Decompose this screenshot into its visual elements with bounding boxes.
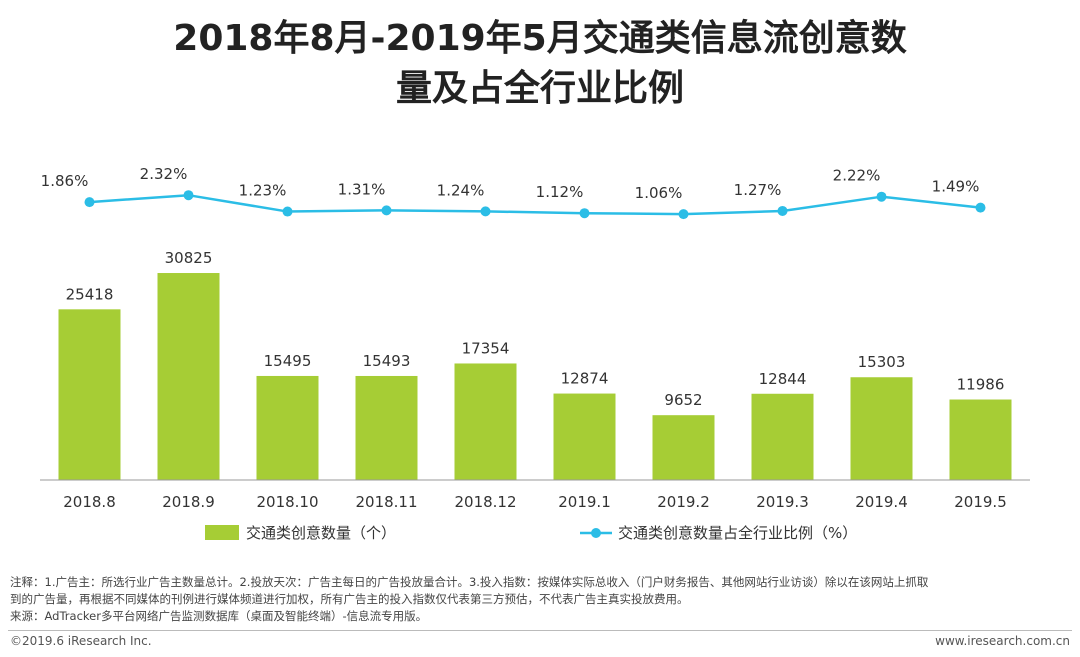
bar-value-label: 12844 <box>759 370 807 388</box>
legend-bar-swatch <box>205 525 239 540</box>
line-value-label: 2.32% <box>140 165 188 183</box>
line-value-label: 1.31% <box>338 180 386 198</box>
bar-value-label: 9652 <box>664 391 702 409</box>
bar-value-label: 30825 <box>165 249 213 267</box>
bar-value-label: 11986 <box>957 376 1005 394</box>
bar-value-label: 25418 <box>66 285 114 303</box>
bar-value-label: 15303 <box>858 353 906 371</box>
footnote-2: 到的广告量，再根据不同媒体的刊例进行媒体频道进行加权，所有广告主的投入指数仅代表… <box>10 592 689 606</box>
line-path <box>89 193 981 216</box>
bar <box>157 273 220 480</box>
line-value-label: 2.22% <box>833 167 881 185</box>
legend-line-label: 交通类创意数量占全行业比例（%） <box>618 524 857 542</box>
line-series: 1.86% 2.32% 1.23% 1.31% 1.24% 1.12% 1.06% 1.27%… <box>41 165 986 220</box>
source-note: 来源：AdTracker多平台网络广告监测数据库（桌面及智能终端）-信息流专用版… <box>10 609 428 623</box>
x-tick-label: 2018.11 <box>355 493 417 511</box>
footnote-1: 注释：1.广告主：所选行业广告主数量总计。2.投放天次：广告主每日的广告投放量合… <box>10 575 929 589</box>
line-point <box>876 191 887 202</box>
line-value-label: 1.23% <box>239 182 287 200</box>
x-tick-label: 2018.9 <box>162 493 215 511</box>
bar <box>751 393 814 480</box>
line-point <box>777 205 788 216</box>
x-tick-label: 2019.1 <box>558 493 611 511</box>
bar-value-label: 15495 <box>264 352 312 370</box>
legend-bar-label: 交通类创意数量（个） <box>246 524 396 542</box>
bar-series: 25418 30825 15495 15493 17354 12874 9652 12844 1… <box>58 249 1012 480</box>
x-tick-label: 2018.10 <box>256 493 318 511</box>
chart-title-line2: 量及占全行业比例 <box>395 68 684 109</box>
chart-title-line1: 2018年8月-2019年5月交通类信息流创意数 <box>173 18 907 59</box>
line-point <box>579 208 590 219</box>
x-tick-label: 2019.5 <box>954 493 1007 511</box>
x-tick-label: 2019.3 <box>756 493 809 511</box>
bar <box>652 415 715 480</box>
line-point <box>84 197 95 208</box>
x-tick-label: 2019.4 <box>855 493 908 511</box>
line-point <box>381 205 392 216</box>
line-value-label: 1.27% <box>734 181 782 199</box>
line-point <box>975 202 986 213</box>
bar <box>553 393 616 480</box>
chart-title: 2018年8月-2019年5月交通类信息流创意数 量及占全行业比例 <box>0 14 1080 114</box>
bar <box>949 399 1012 480</box>
line-value-label: 1.12% <box>536 183 584 201</box>
legend-line-marker <box>591 528 601 538</box>
footer-divider <box>8 630 1072 631</box>
line-point <box>282 206 293 217</box>
line-point <box>183 190 194 201</box>
chart-canvas: 25418 30825 15495 15493 17354 12874 9652 12844 1… <box>40 165 1030 542</box>
bar <box>256 375 319 480</box>
bar <box>454 363 517 480</box>
bar-value-label: 15493 <box>363 352 411 370</box>
bar-value-label: 12874 <box>561 370 609 388</box>
line-point <box>678 209 689 220</box>
x-tick-label: 2019.2 <box>657 493 710 511</box>
line-value-label: 1.86% <box>41 172 89 190</box>
line-point <box>480 206 491 217</box>
bar <box>850 377 913 480</box>
line-value-label: 1.24% <box>437 181 485 199</box>
x-tick-label: 2018.12 <box>454 493 516 511</box>
website: www.iresearch.com.cn <box>935 634 1070 648</box>
line-value-label: 1.06% <box>635 184 683 202</box>
copyright: ©2019.6 iResearch Inc. <box>10 634 152 648</box>
bar <box>355 375 418 480</box>
line-value-label: 1.49% <box>932 178 980 196</box>
legend: 交通类创意数量（个） 交通类创意数量占全行业比例（%） <box>205 524 857 542</box>
x-tick-label: 2018.8 <box>63 493 116 511</box>
bar <box>58 309 121 480</box>
x-axis: 2018.8 2018.9 2018.10 2018.11 2018.12 2019.1 2… <box>40 479 1030 511</box>
bar-value-label: 17354 <box>462 339 510 357</box>
